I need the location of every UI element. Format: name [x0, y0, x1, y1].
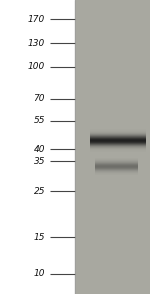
Text: 70: 70 [33, 94, 45, 103]
Text: 35: 35 [33, 157, 45, 166]
Text: 25: 25 [33, 187, 45, 196]
Text: 10: 10 [33, 269, 45, 278]
Text: 55: 55 [33, 116, 45, 125]
Text: 170: 170 [28, 14, 45, 24]
Text: 130: 130 [28, 39, 45, 48]
Text: 100: 100 [28, 62, 45, 71]
Text: 15: 15 [33, 233, 45, 242]
Text: 40: 40 [33, 145, 45, 154]
